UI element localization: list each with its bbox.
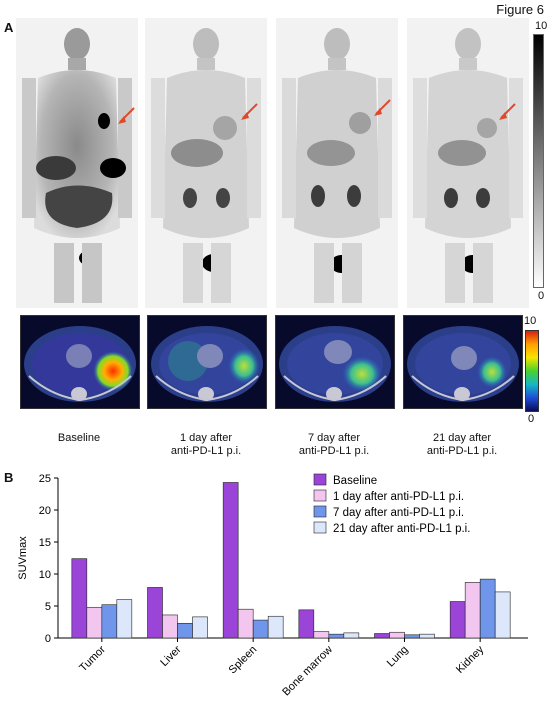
legend-swatch bbox=[313, 473, 327, 486]
ct-colorbar-min: 0 bbox=[528, 413, 535, 425]
figure-title: Figure 6 bbox=[496, 2, 544, 17]
y-tick-label: 5 bbox=[45, 601, 51, 613]
panel-b-label: B bbox=[4, 470, 14, 485]
caption-baseline: Baseline bbox=[57, 432, 101, 444]
bar-lung-series-0 bbox=[374, 633, 390, 639]
bar-spleen-series-1 bbox=[237, 608, 254, 639]
bar-kidney-series-2 bbox=[479, 578, 496, 639]
y-tick-label: 25 bbox=[39, 473, 51, 485]
x-tick-label: Liver bbox=[158, 643, 184, 669]
legend-swatch bbox=[313, 489, 327, 502]
legend-swatch bbox=[313, 505, 327, 518]
bar-tumor-series-0 bbox=[71, 558, 88, 639]
pet-image-day21 bbox=[407, 18, 529, 308]
bar-tumor-series-1 bbox=[86, 606, 103, 639]
pet-colorbar-min: 0 bbox=[538, 290, 545, 302]
x-tick-label: Bone marrow bbox=[280, 644, 335, 699]
bar-spleen-series-2 bbox=[252, 619, 269, 639]
bar-spleen-series-3 bbox=[267, 615, 284, 639]
bar-spleen-series-0 bbox=[222, 482, 239, 639]
bar-kidney-series-1 bbox=[464, 582, 481, 639]
bar-lung-series-1 bbox=[389, 631, 405, 639]
ct-image-day21 bbox=[403, 315, 523, 409]
y-tick-label: 20 bbox=[39, 505, 51, 517]
bar-bone-marrow-series-0 bbox=[298, 609, 315, 639]
ct-colorbar-max: 10 bbox=[524, 315, 537, 327]
bar-bone-marrow-series-3 bbox=[343, 632, 360, 639]
pet-image-day1 bbox=[145, 18, 267, 308]
y-tick-label: 10 bbox=[39, 569, 51, 581]
bar-bone-marrow-series-2 bbox=[328, 633, 345, 639]
x-tick-label: Lung bbox=[385, 644, 411, 670]
legend-label: 7 day after anti-PD-L1 p.i. bbox=[333, 507, 464, 519]
ct-image-baseline bbox=[20, 315, 140, 409]
panel-a-label: A bbox=[4, 20, 14, 35]
caption-day1: 1 day after anti-PD-L1 p.i. bbox=[170, 432, 242, 457]
legend-label: 21 day after anti-PD-L1 p.i. bbox=[333, 523, 470, 535]
bar-kidney-series-0 bbox=[449, 601, 466, 639]
bar-liver-series-1 bbox=[162, 614, 178, 639]
pet-colorbar-max: 10 bbox=[535, 20, 548, 32]
ct-colorbar bbox=[525, 330, 539, 412]
x-tick-label: Tumor bbox=[77, 643, 108, 674]
pet-image-day7 bbox=[276, 18, 398, 308]
bar-bone-marrow-series-1 bbox=[313, 631, 330, 639]
pet-colorbar bbox=[533, 34, 544, 288]
bar-liver-series-0 bbox=[147, 587, 163, 639]
legend-label: 1 day after anti-PD-L1 p.i. bbox=[333, 491, 464, 503]
caption-day7: 7 day after anti-PD-L1 p.i. bbox=[298, 432, 370, 457]
legend-label: Baseline bbox=[333, 475, 377, 487]
y-axis-label: SUVmax bbox=[17, 536, 29, 580]
pet-image-baseline bbox=[16, 18, 138, 308]
x-tick-label: Spleen bbox=[227, 644, 260, 677]
y-tick-label: 0 bbox=[45, 633, 51, 645]
bar-liver-series-2 bbox=[177, 622, 193, 639]
bar-lung-series-2 bbox=[404, 634, 420, 639]
caption-day21: 21 day after anti-PD-L1 p.i. bbox=[426, 432, 498, 457]
bar-lung-series-3 bbox=[419, 633, 435, 639]
bar-liver-series-3 bbox=[192, 616, 208, 639]
y-tick-label: 15 bbox=[39, 537, 51, 549]
suvmax-bar-chart: 0 5 10 15 20 25 SUVmax Tumor Liver Spleen Bone mar… bbox=[17, 473, 528, 699]
x-tick-label: Kidney bbox=[454, 643, 487, 676]
legend-swatch bbox=[313, 521, 327, 534]
bar-tumor-series-3 bbox=[116, 599, 133, 639]
bar-tumor-series-2 bbox=[101, 604, 118, 639]
ct-image-day7 bbox=[275, 315, 395, 409]
ct-image-day1 bbox=[147, 315, 267, 409]
bar-kidney-series-3 bbox=[494, 591, 511, 639]
